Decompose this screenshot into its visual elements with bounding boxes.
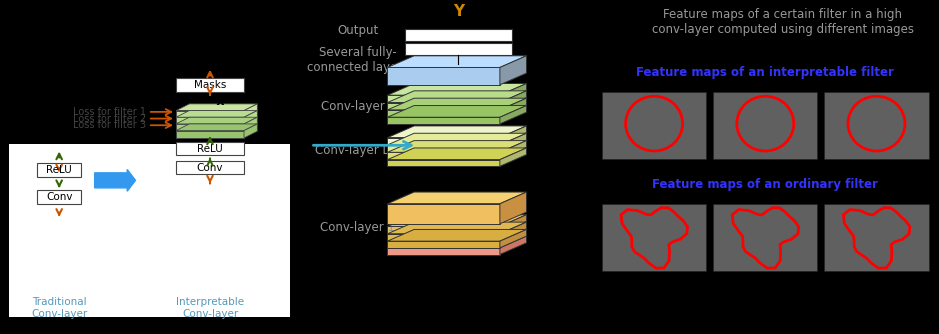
Text: Traditional
Conv-layer: Traditional Conv-layer (31, 297, 87, 319)
Polygon shape (388, 248, 500, 255)
Polygon shape (388, 141, 527, 152)
Polygon shape (388, 241, 500, 248)
Polygon shape (388, 222, 527, 234)
Text: ReLU: ReLU (197, 144, 223, 154)
Text: Conv-layer 1: Conv-layer 1 (320, 221, 395, 233)
Polygon shape (500, 56, 527, 85)
Polygon shape (388, 117, 500, 124)
Polygon shape (388, 148, 527, 160)
Text: Masks: Masks (193, 80, 226, 90)
Polygon shape (388, 56, 527, 67)
Polygon shape (176, 111, 257, 117)
Polygon shape (500, 91, 527, 109)
Polygon shape (388, 103, 500, 109)
FancyBboxPatch shape (406, 43, 512, 55)
Polygon shape (176, 117, 257, 124)
Polygon shape (500, 148, 527, 166)
Polygon shape (244, 117, 257, 131)
Polygon shape (388, 110, 500, 117)
Polygon shape (176, 124, 257, 131)
Text: Feature maps of an ordinary filter: Feature maps of an ordinary filter (653, 178, 878, 191)
Text: Conv: Conv (197, 163, 223, 173)
Polygon shape (388, 138, 500, 144)
Polygon shape (500, 98, 527, 117)
Polygon shape (500, 236, 527, 255)
Text: Output: Output (337, 24, 378, 36)
Polygon shape (500, 106, 527, 124)
Polygon shape (244, 111, 257, 125)
Polygon shape (388, 98, 527, 110)
Polygon shape (388, 91, 527, 103)
Text: Conv: Conv (46, 192, 72, 202)
Text: $\boldsymbol{x}$: $\boldsymbol{x}$ (216, 96, 227, 108)
FancyBboxPatch shape (406, 29, 512, 41)
Polygon shape (388, 84, 527, 95)
FancyBboxPatch shape (714, 92, 817, 159)
Polygon shape (388, 236, 527, 248)
Text: Interpretable
Conv-layer: Interpretable Conv-layer (176, 297, 244, 319)
Polygon shape (500, 141, 527, 159)
Polygon shape (176, 104, 257, 111)
Polygon shape (244, 104, 257, 118)
Polygon shape (388, 126, 527, 138)
Text: · · ·: · · · (446, 167, 459, 187)
Polygon shape (388, 133, 527, 145)
Polygon shape (500, 126, 527, 144)
Polygon shape (388, 160, 500, 166)
Polygon shape (388, 145, 500, 152)
Polygon shape (388, 95, 500, 102)
Text: Y: Y (453, 4, 464, 19)
Polygon shape (500, 84, 527, 102)
Polygon shape (388, 106, 527, 117)
Polygon shape (500, 192, 527, 224)
Text: Several fully-
connected layers: Several fully- connected layers (307, 46, 408, 74)
FancyBboxPatch shape (602, 92, 706, 159)
Polygon shape (500, 215, 527, 233)
Text: ReLU: ReLU (46, 165, 72, 175)
Polygon shape (500, 222, 527, 240)
Polygon shape (176, 124, 244, 131)
Text: Conv-layer L: Conv-layer L (321, 101, 395, 113)
Polygon shape (388, 215, 527, 226)
FancyBboxPatch shape (176, 142, 244, 155)
FancyBboxPatch shape (602, 204, 706, 271)
FancyBboxPatch shape (37, 190, 82, 204)
Polygon shape (388, 152, 500, 159)
Polygon shape (388, 234, 500, 240)
FancyBboxPatch shape (714, 204, 817, 271)
Text: Loss for filter 1: Loss for filter 1 (73, 107, 146, 117)
FancyBboxPatch shape (176, 161, 244, 174)
FancyBboxPatch shape (8, 144, 290, 317)
FancyBboxPatch shape (37, 163, 82, 177)
Polygon shape (500, 133, 527, 152)
Text: Feature maps of a certain filter in a high
conv-layer computed using different i: Feature maps of a certain filter in a hi… (652, 8, 914, 36)
Text: Loss for filter 2: Loss for filter 2 (73, 114, 146, 124)
Polygon shape (176, 117, 244, 125)
Text: Feature maps of an interpretable filter: Feature maps of an interpretable filter (637, 66, 894, 79)
Polygon shape (500, 229, 527, 248)
Text: Loss for filter 3: Loss for filter 3 (73, 120, 146, 130)
Text: $x^{\rm masked}$: $x^{\rm masked}$ (211, 53, 244, 65)
FancyBboxPatch shape (824, 204, 929, 271)
Polygon shape (176, 111, 244, 118)
Text: Conv-layer L-1: Conv-layer L-1 (316, 144, 401, 157)
Polygon shape (176, 131, 244, 138)
Polygon shape (388, 226, 500, 233)
Polygon shape (244, 124, 257, 138)
FancyBboxPatch shape (176, 78, 244, 92)
FancyArrow shape (95, 170, 135, 191)
Polygon shape (388, 229, 527, 241)
Polygon shape (388, 204, 500, 224)
Polygon shape (388, 67, 500, 85)
FancyBboxPatch shape (824, 92, 929, 159)
Polygon shape (388, 192, 527, 204)
